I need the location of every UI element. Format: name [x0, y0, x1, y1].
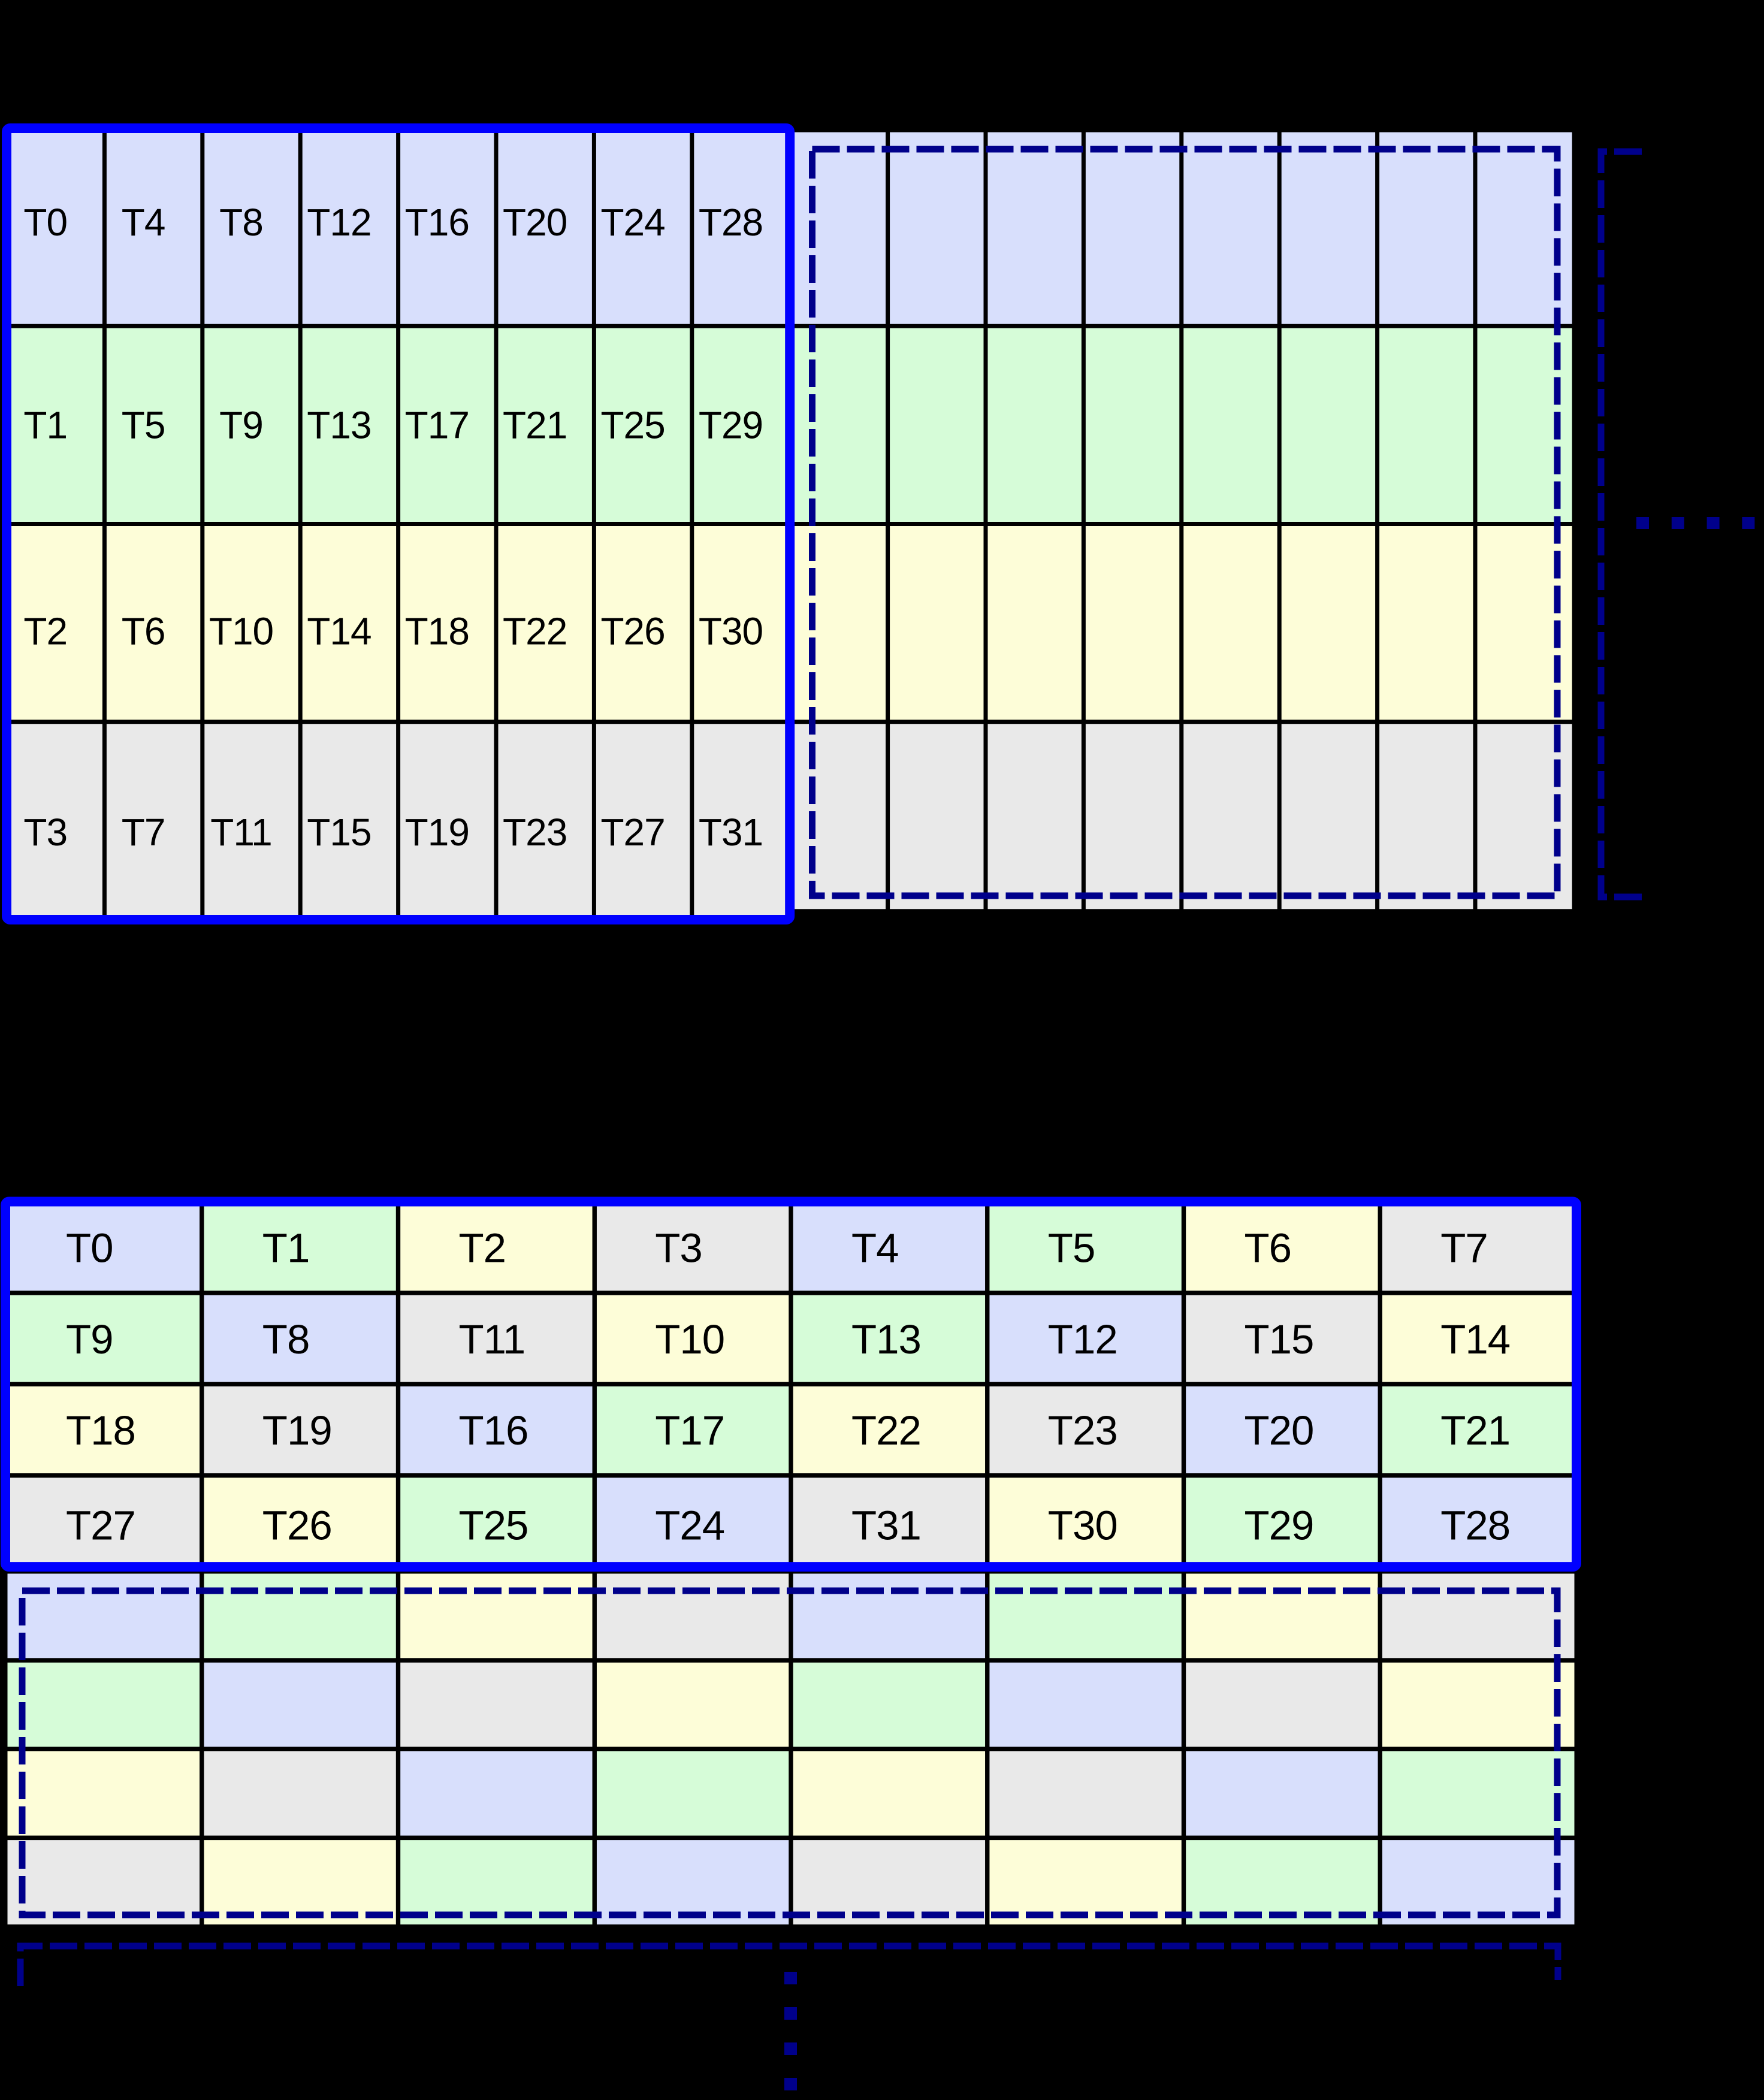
svg-text:T13: T13	[851, 1316, 921, 1362]
svg-text:T9: T9	[66, 1316, 113, 1362]
svg-text:T2: T2	[459, 1225, 506, 1271]
svg-text:T28: T28	[699, 201, 763, 244]
svg-text:T16: T16	[459, 1407, 528, 1454]
svg-text:T8: T8	[219, 201, 263, 244]
svg-text:T17: T17	[405, 403, 469, 446]
svg-text:T30: T30	[1048, 1503, 1117, 1549]
svg-text:T21: T21	[503, 403, 567, 446]
svg-text:T10: T10	[209, 610, 273, 653]
svg-text:T10: T10	[655, 1316, 724, 1362]
svg-text:T25: T25	[600, 403, 664, 446]
svg-text:T26: T26	[262, 1503, 332, 1549]
svg-text:T1: T1	[262, 1225, 310, 1271]
svg-text:T18: T18	[405, 610, 469, 653]
svg-text:T5: T5	[1048, 1225, 1095, 1271]
svg-text:T24: T24	[655, 1503, 724, 1549]
svg-text:T6: T6	[122, 610, 165, 653]
svg-text:T4: T4	[122, 201, 165, 244]
svg-text:T0: T0	[66, 1225, 113, 1271]
svg-text:T18: T18	[66, 1407, 135, 1454]
svg-text:T2: T2	[23, 610, 67, 653]
svg-text:T17: T17	[655, 1407, 724, 1454]
svg-text:T11: T11	[459, 1316, 525, 1362]
svg-text:T22: T22	[503, 610, 567, 653]
svg-text:T31: T31	[851, 1503, 921, 1549]
svg-text:T16: T16	[405, 201, 469, 244]
svg-text:T9: T9	[219, 403, 263, 446]
svg-text:T3: T3	[655, 1225, 702, 1271]
svg-text:T24: T24	[600, 201, 664, 244]
svg-text:T30: T30	[699, 610, 763, 653]
svg-text:T15: T15	[307, 811, 371, 854]
svg-text:T11: T11	[210, 811, 272, 854]
svg-text:T29: T29	[699, 403, 763, 446]
svg-text:T0: T0	[23, 201, 67, 244]
svg-text:T23: T23	[503, 811, 567, 854]
svg-text:T23: T23	[1048, 1407, 1117, 1454]
svg-text:T19: T19	[262, 1407, 332, 1454]
svg-text:T29: T29	[1245, 1503, 1314, 1549]
svg-text:T4: T4	[851, 1225, 899, 1271]
svg-text:T5: T5	[122, 403, 165, 446]
svg-text:T14: T14	[1440, 1316, 1510, 1362]
svg-text:T28: T28	[1440, 1503, 1510, 1549]
svg-text:T14: T14	[307, 610, 371, 653]
svg-text:T12: T12	[1048, 1316, 1117, 1362]
svg-text:T20: T20	[1245, 1407, 1314, 1454]
svg-text:T13: T13	[307, 403, 371, 446]
svg-text:T22: T22	[851, 1407, 921, 1454]
svg-text:T25: T25	[459, 1503, 528, 1549]
svg-text:T1: T1	[23, 403, 67, 446]
svg-text:T15: T15	[1245, 1316, 1314, 1362]
svg-text:T12: T12	[307, 201, 371, 244]
svg-text:T27: T27	[600, 811, 664, 854]
svg-text:T7: T7	[122, 811, 165, 854]
svg-text:T27: T27	[66, 1503, 135, 1549]
svg-text:T19: T19	[405, 811, 469, 854]
svg-text:T3: T3	[23, 811, 67, 854]
svg-text:T20: T20	[503, 201, 567, 244]
svg-text:T21: T21	[1440, 1407, 1510, 1454]
svg-text:T6: T6	[1245, 1225, 1292, 1271]
svg-text:T7: T7	[1440, 1225, 1488, 1271]
svg-text:T26: T26	[600, 610, 664, 653]
svg-text:T8: T8	[262, 1316, 310, 1362]
svg-text:T31: T31	[699, 811, 763, 854]
